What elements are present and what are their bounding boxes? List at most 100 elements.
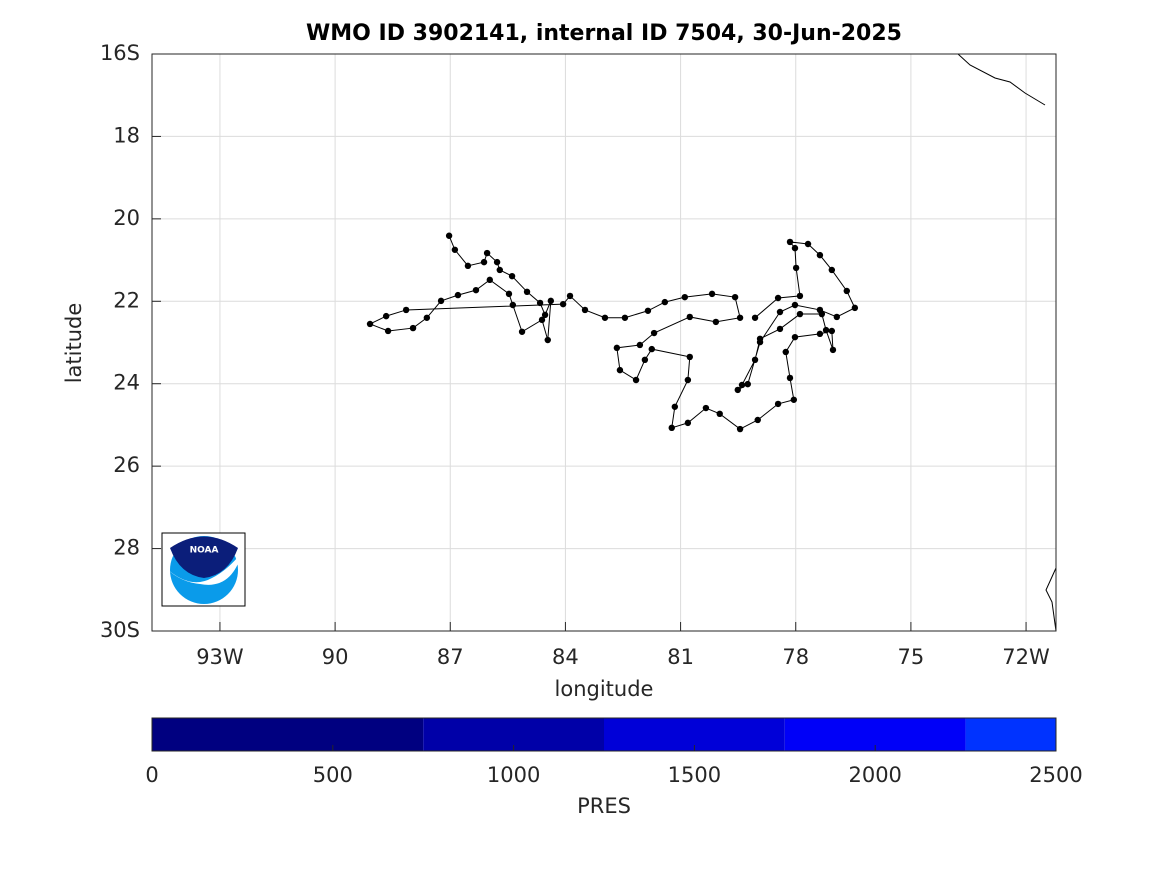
track-point bbox=[751, 356, 759, 364]
track-point bbox=[776, 325, 784, 333]
track-point bbox=[538, 316, 546, 324]
track-point bbox=[816, 330, 824, 338]
x-tick-label: 72W bbox=[1002, 645, 1050, 669]
track-point bbox=[648, 345, 655, 353]
track-point bbox=[804, 240, 812, 248]
track-point bbox=[790, 396, 798, 403]
track-point bbox=[384, 327, 392, 335]
logo-text: NOAA bbox=[190, 546, 219, 556]
x-tick-label: 87 bbox=[437, 645, 464, 669]
y-tick-label: 30S bbox=[100, 618, 140, 642]
y-tick-label: 24 bbox=[113, 371, 140, 395]
colorbar-tick-label: 1500 bbox=[668, 763, 721, 787]
y-tick-label: 22 bbox=[113, 288, 140, 312]
x-axis-label: longitude bbox=[555, 677, 654, 701]
coastline bbox=[1045, 567, 1057, 632]
colorbar-tick-label: 500 bbox=[313, 763, 353, 787]
track-point bbox=[734, 386, 741, 394]
colorbar bbox=[151, 717, 1057, 752]
track-point bbox=[472, 286, 480, 294]
track-point bbox=[686, 313, 693, 321]
track-point bbox=[731, 293, 739, 301]
y-tick-label: 26 bbox=[113, 453, 140, 477]
track-point bbox=[816, 251, 824, 259]
track-point bbox=[536, 299, 544, 307]
y-axis-label: latitude bbox=[62, 303, 86, 384]
y-tick-label: 28 bbox=[113, 536, 140, 560]
track-point bbox=[786, 238, 794, 246]
colorbar-tick-label: 2500 bbox=[1029, 763, 1082, 787]
track-point bbox=[816, 306, 824, 314]
chart-title: WMO ID 3902141, internal ID 7504, 30-Jun… bbox=[306, 21, 902, 46]
track-point bbox=[851, 304, 859, 312]
track-point bbox=[828, 266, 836, 274]
colorbar-tick-label: 1000 bbox=[487, 763, 540, 787]
track-point bbox=[644, 307, 652, 314]
colorbar-tick-label: 2000 bbox=[848, 763, 901, 787]
track-point bbox=[796, 310, 804, 318]
track-point bbox=[480, 258, 488, 266]
track-point bbox=[509, 301, 517, 309]
track-point bbox=[544, 336, 551, 344]
grid bbox=[152, 53, 1056, 632]
track-point bbox=[754, 416, 761, 424]
track-point bbox=[547, 297, 555, 305]
track-point bbox=[636, 341, 644, 349]
y-tick-label: 18 bbox=[113, 123, 140, 147]
track-point bbox=[613, 344, 621, 352]
colorbar-tick-label: 0 bbox=[145, 763, 158, 787]
track-point bbox=[559, 300, 567, 308]
track-point bbox=[566, 292, 574, 300]
track-point bbox=[541, 311, 549, 319]
track-point bbox=[681, 293, 689, 301]
track-point bbox=[437, 297, 445, 305]
track-point bbox=[505, 290, 513, 298]
track-point bbox=[708, 290, 716, 298]
track-point bbox=[796, 292, 804, 300]
y-tick-label: 20 bbox=[113, 206, 140, 230]
track-point bbox=[792, 264, 800, 272]
track-point bbox=[632, 376, 640, 384]
track-point bbox=[464, 262, 472, 270]
track-point bbox=[518, 328, 526, 335]
track-point bbox=[686, 353, 693, 361]
track-point bbox=[822, 326, 830, 334]
track-point bbox=[833, 313, 841, 321]
colorbar-label: PRES bbox=[577, 794, 631, 818]
track-point bbox=[751, 314, 759, 321]
x-tick-label: 81 bbox=[667, 645, 694, 669]
track-point bbox=[508, 272, 516, 280]
track-point bbox=[791, 301, 799, 309]
track-point bbox=[523, 288, 531, 296]
x-tick-label: 90 bbox=[322, 645, 349, 669]
plot-frame bbox=[151, 53, 1057, 632]
track-point bbox=[616, 366, 624, 374]
track-point bbox=[684, 376, 692, 384]
track-point bbox=[829, 346, 837, 354]
track-point bbox=[402, 306, 410, 314]
track-point bbox=[382, 312, 390, 320]
track-point bbox=[451, 246, 459, 253]
track-point bbox=[828, 327, 836, 335]
track-point bbox=[744, 380, 751, 388]
track-point bbox=[621, 314, 629, 321]
x-tick-label: 84 bbox=[552, 645, 579, 669]
logo-top bbox=[170, 536, 238, 578]
track-point bbox=[756, 338, 764, 346]
track-point bbox=[661, 298, 669, 306]
track-point bbox=[738, 381, 746, 389]
y-tick-label: 16S bbox=[100, 41, 140, 65]
colorbar-band bbox=[965, 718, 1056, 751]
track-point bbox=[702, 404, 710, 412]
coastline bbox=[957, 53, 1046, 106]
track bbox=[366, 232, 859, 433]
track-point bbox=[454, 291, 462, 299]
track-point bbox=[486, 276, 494, 284]
track-point bbox=[496, 266, 503, 274]
x-tick-label: 93W bbox=[196, 645, 244, 669]
track-point bbox=[650, 329, 658, 337]
logo-wave bbox=[166, 552, 242, 585]
track-point bbox=[786, 374, 794, 382]
track-point bbox=[782, 348, 789, 356]
